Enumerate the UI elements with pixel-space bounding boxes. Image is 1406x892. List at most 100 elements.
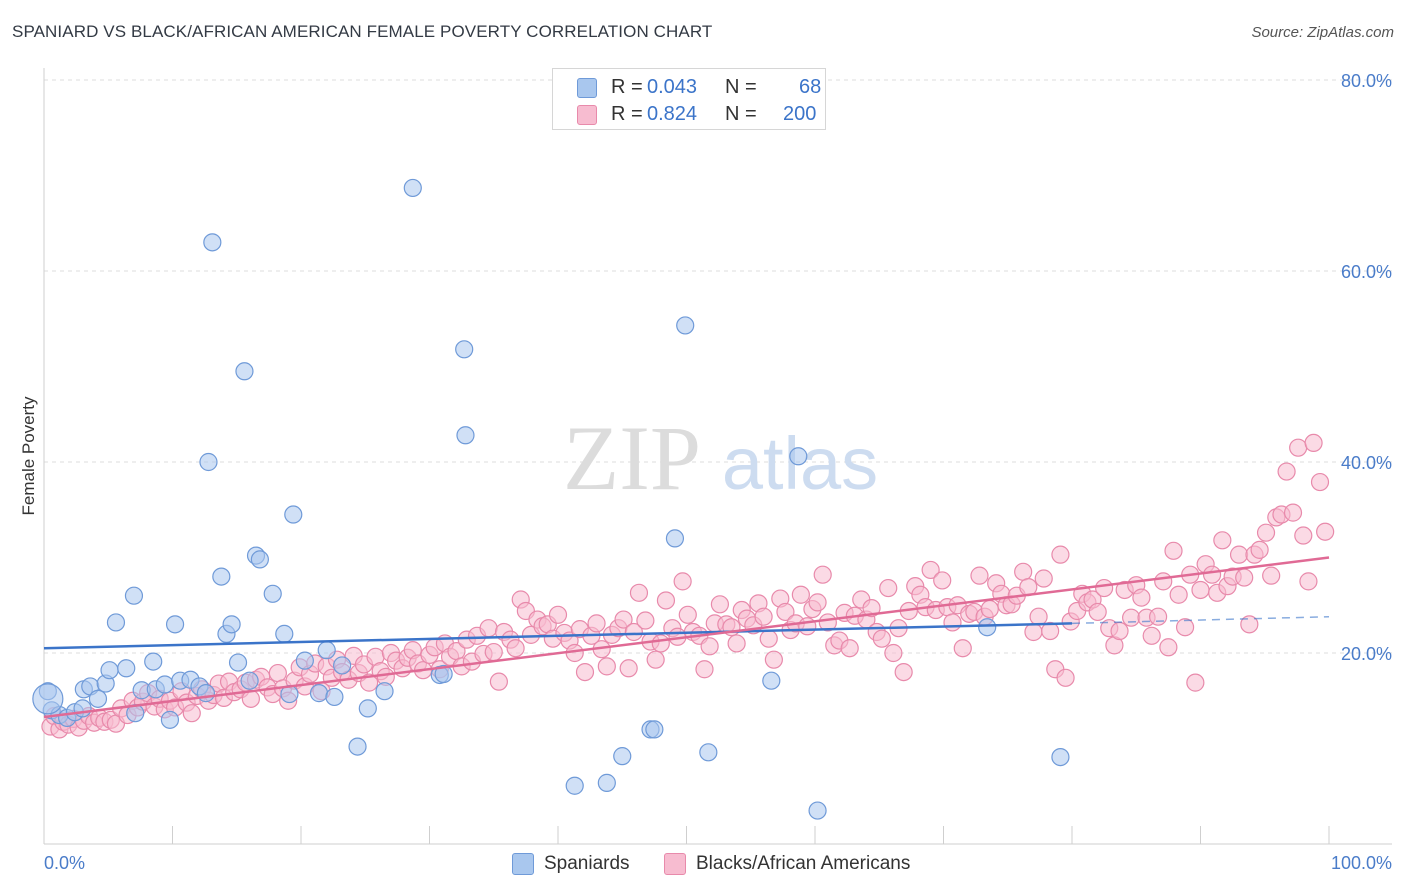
black-african-american-point (624, 622, 643, 642)
black-african-american-point (953, 639, 972, 658)
black-african-american-point (629, 583, 649, 602)
spaniard-point (808, 801, 827, 820)
black-african-american-point (1250, 540, 1269, 559)
y-tick-label: 60.0% (1341, 262, 1392, 282)
black-african-american-point (484, 642, 503, 662)
black-african-american-point (1294, 526, 1313, 545)
black-african-american-point (1029, 607, 1048, 626)
black-african-american-point (1154, 572, 1173, 591)
black-african-american-point (1229, 545, 1249, 564)
source-credit: Source: ZipAtlas.com (1251, 24, 1394, 41)
legend-r-label: R = (611, 103, 643, 125)
spaniard-point (124, 586, 144, 605)
black-african-american-point (1277, 462, 1296, 481)
black-african-american-point (933, 571, 952, 590)
spaniard-point (32, 683, 64, 715)
black-african-american-point (1142, 626, 1161, 645)
legend-n-label: N = (725, 76, 757, 98)
spaniard-point (762, 671, 781, 690)
black-african-american-point (1191, 580, 1210, 600)
spaniard-point (375, 682, 394, 701)
black-african-american-point (548, 605, 568, 624)
black-african-american-point (727, 634, 746, 653)
spaniard-point (789, 447, 808, 466)
legend-swatch-black-african-american (577, 105, 597, 125)
black-african-american-point (673, 572, 692, 591)
spaniard-point (212, 567, 231, 586)
axes (43, 68, 1392, 845)
black-african-american-point (1014, 562, 1033, 581)
spaniard-point (144, 652, 163, 671)
spaniard-point (1051, 747, 1070, 767)
black-african-american-point (1110, 621, 1129, 641)
spaniard-point (196, 684, 216, 703)
spaniard-point (358, 699, 377, 718)
black-african-american-point (656, 591, 676, 610)
spaniard-point (117, 659, 136, 678)
black-african-american-point (1034, 569, 1053, 588)
spaniard-point (155, 675, 174, 694)
black-african-american-point (879, 578, 898, 598)
black-african-american-point (1088, 602, 1107, 622)
black-african-american-point (813, 565, 832, 584)
spaniard-point (613, 747, 632, 766)
tick-labels: 20.0% 40.0% 60.0% 80.0% 0.0% 100.0% (44, 71, 1392, 873)
black-african-american-point (894, 662, 913, 682)
spaniard-point (263, 584, 282, 603)
black-african-american-point (1095, 578, 1114, 598)
y-axis-label: Female Poverty (19, 396, 38, 516)
spaniard-point (228, 653, 248, 672)
spaniard-point (978, 618, 997, 637)
spaniard-point (676, 316, 695, 335)
spaniard-point (295, 651, 314, 670)
black-african-american-point (862, 599, 881, 618)
spaniard-point (284, 505, 303, 524)
spaniard-point (565, 776, 584, 795)
watermark-zip: ZIP (563, 407, 701, 509)
black-african-american-point (1213, 531, 1232, 550)
spaniard-point (165, 615, 185, 634)
spaniard-point (645, 720, 664, 739)
black-african-american-point (489, 672, 508, 691)
spaniard-point (100, 661, 119, 680)
spaniard-point (275, 624, 294, 644)
spaniard-point (597, 773, 616, 792)
black-african-american-point (182, 704, 201, 723)
black-african-american-trend-line (43, 556, 1330, 719)
legend-r-label: R = (611, 76, 643, 98)
legend-swatch-spaniards (577, 78, 597, 98)
spaniard-point (333, 656, 352, 675)
black-african-american-point (943, 613, 962, 632)
legend-swatch-black-african-american (664, 853, 686, 875)
x-tick-label: 100.0% (1331, 853, 1392, 873)
black-african-american-point (651, 634, 670, 653)
black-african-american-point (479, 619, 498, 638)
legend-r-value: 0.824 (647, 103, 698, 125)
spaniard-point (434, 664, 453, 684)
black-african-american-point (840, 639, 859, 658)
spaniards-trend-extension (1071, 615, 1330, 625)
black-african-american-point (1169, 585, 1188, 604)
black-african-american-point (619, 659, 638, 678)
black-african-american-point (754, 607, 773, 626)
black-african-american-point (506, 639, 525, 658)
spaniard-point (222, 615, 241, 634)
y-tick-label: 40.0% (1341, 453, 1392, 473)
spaniard-point (73, 699, 92, 718)
spaniard-point (160, 710, 180, 729)
black-african-american-point (1041, 621, 1060, 641)
legend-n-label: N = (725, 103, 757, 125)
spaniard-point (106, 613, 126, 632)
black-african-american-point (1024, 622, 1043, 642)
spaniard-point (699, 743, 718, 762)
black-african-american-point (791, 585, 810, 604)
black-african-american-point (1283, 503, 1303, 522)
black-african-american-point (710, 595, 730, 614)
y-tick-label: 20.0% (1341, 644, 1392, 664)
black-african-american-point (597, 657, 616, 676)
chart-title: SPANIARD VS BLACK/AFRICAN AMERICAN FEMAL… (12, 22, 713, 41)
spaniard-point (309, 684, 329, 703)
black-african-american-point (575, 662, 595, 682)
legend-label-black-african-american: Blacks/African Americans (696, 853, 911, 874)
